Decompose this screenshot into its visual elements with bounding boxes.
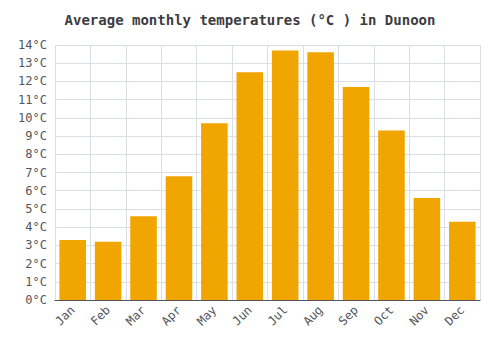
svg-text:13°C: 13°C xyxy=(18,56,47,70)
svg-text:Jan: Jan xyxy=(52,303,77,328)
svg-text:2°C: 2°C xyxy=(25,257,47,271)
svg-text:4°C: 4°C xyxy=(25,220,47,234)
svg-text:11°C: 11°C xyxy=(18,93,47,107)
svg-text:12°C: 12°C xyxy=(18,74,47,88)
svg-text:6°C: 6°C xyxy=(25,184,47,198)
svg-text:Jul: Jul xyxy=(265,303,290,328)
svg-text:0°C: 0°C xyxy=(25,293,47,307)
svg-text:Sep: Sep xyxy=(336,303,361,328)
svg-text:Oct: Oct xyxy=(371,303,396,328)
svg-text:8°C: 8°C xyxy=(25,147,47,161)
svg-text:Average monthly temperatures (: Average monthly temperatures (°C ) in Du… xyxy=(65,12,436,28)
svg-text:1°C: 1°C xyxy=(25,275,47,289)
svg-text:14°C: 14°C xyxy=(18,38,47,52)
svg-text:Nov: Nov xyxy=(407,303,432,328)
svg-text:Mar: Mar xyxy=(123,303,148,328)
svg-text:7°C: 7°C xyxy=(25,166,47,180)
svg-text:3°C: 3°C xyxy=(25,238,47,252)
svg-text:10°C: 10°C xyxy=(18,111,47,125)
svg-text:Aug: Aug xyxy=(300,303,325,328)
svg-text:5°C: 5°C xyxy=(25,202,47,216)
svg-text:Feb: Feb xyxy=(88,303,113,328)
svg-text:9°C: 9°C xyxy=(25,129,47,143)
svg-text:Apr: Apr xyxy=(159,303,184,328)
svg-text:Jun: Jun xyxy=(230,303,255,328)
svg-text:Dec: Dec xyxy=(442,303,467,328)
svg-text:May: May xyxy=(194,303,219,328)
